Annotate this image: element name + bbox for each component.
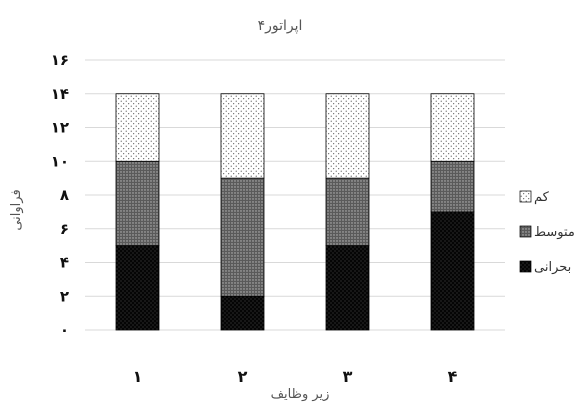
x-axis-ticks: ۱ ۲ ۳ ۴	[133, 367, 458, 386]
bar-segment-2-cat-4	[430, 160, 475, 213]
bar-segment-1-cat-3	[325, 245, 370, 331]
legend-swatch	[519, 260, 532, 273]
chart-title: اپراتور۴	[258, 18, 303, 34]
y-tick-label: ۴	[60, 254, 69, 272]
bar-segment-2-cat-2	[220, 177, 265, 297]
legend-swatch	[519, 190, 532, 203]
bar-segment-3-cat-1	[115, 93, 160, 162]
bar-segment-2-cat-1	[115, 160, 160, 247]
bar-segment-3-cat-4	[430, 93, 475, 162]
bar-segment-3-cat-3	[325, 93, 370, 179]
legend-label: بحرانی	[534, 260, 571, 275]
x-tick-label: ۴	[448, 367, 458, 386]
y-tick-label: ۰	[60, 321, 69, 339]
x-tick-label: ۲	[238, 367, 248, 386]
bar-segment-2-cat-3	[325, 177, 370, 247]
bar-segment-1-cat-4	[430, 211, 475, 331]
y-tick-label: ۸	[60, 186, 69, 204]
y-tick-label: ۲	[60, 287, 69, 305]
x-tick-label: ۳	[343, 367, 353, 386]
bar-segment-1-cat-1	[115, 245, 160, 331]
x-axis-label: زیر وظایف	[271, 387, 330, 402]
y-tick-label: ۶	[60, 220, 69, 238]
bars	[115, 93, 475, 331]
legend: کم متوسط بحرانی	[519, 190, 575, 275]
y-tick-label: ۱۰	[51, 152, 69, 170]
y-tick-label: ۱۶	[51, 51, 69, 69]
y-tick-label: ۱۴	[51, 85, 69, 103]
bar-segment-1-cat-2	[220, 295, 265, 331]
y-axis-label: فراوانی	[9, 189, 24, 230]
bar-segment-3-cat-2	[220, 93, 265, 179]
x-tick-label: ۱	[133, 367, 143, 386]
legend-label: کم	[534, 190, 550, 205]
legend-label: متوسط	[534, 225, 575, 240]
y-tick-label: ۱۲	[51, 119, 69, 137]
legend-swatch	[519, 225, 532, 238]
y-axis-ticks: ۰ ۲ ۴ ۶ ۸ ۱۰ ۱۲ ۱۴ ۱۶	[51, 51, 69, 339]
